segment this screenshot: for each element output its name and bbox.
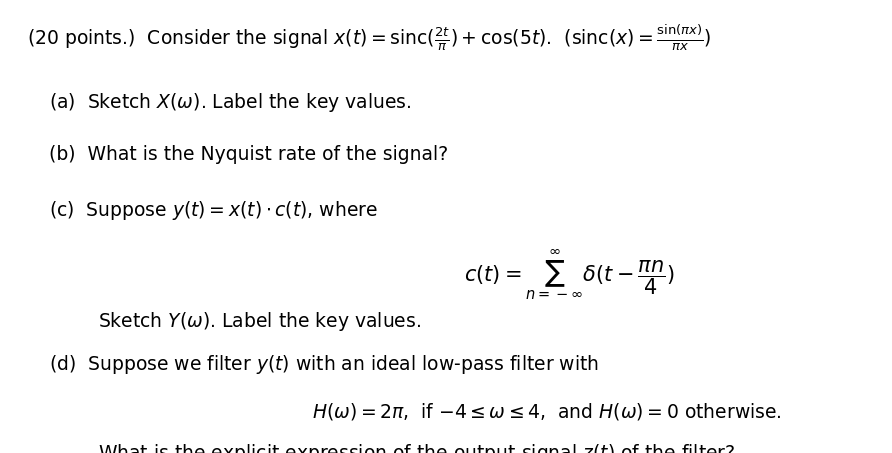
- Text: (20 points.)  Consider the signal $x(t) = \mathrm{sinc}(\frac{2t}{\pi}) + \cos(5: (20 points.) Consider the signal $x(t) =…: [27, 23, 712, 53]
- Text: Sketch $Y(\omega)$. Label the key values.: Sketch $Y(\omega)$. Label the key values…: [98, 310, 421, 333]
- Text: $H(\omega) = 2\pi$,  if $-4 \leq \omega \leq 4$,  and $H(\omega) = 0$ otherwise.: $H(\omega) = 2\pi$, if $-4 \leq \omega \…: [312, 401, 782, 422]
- Text: (a)  Sketch $X(\omega)$. Label the key values.: (a) Sketch $X(\omega)$. Label the key va…: [49, 91, 411, 114]
- Text: (c)  Suppose $y(t) = x(t) \cdot c(t)$, where: (c) Suppose $y(t) = x(t) \cdot c(t)$, wh…: [49, 199, 378, 222]
- Text: What is the explicit expression of the output signal $z(t)$ of the filter?: What is the explicit expression of the o…: [98, 442, 736, 453]
- Text: (b)  What is the Nyquist rate of the signal?: (b) What is the Nyquist rate of the sign…: [49, 145, 448, 164]
- Text: (d)  Suppose we filter $y(t)$ with an ideal low-pass filter with: (d) Suppose we filter $y(t)$ with an ide…: [49, 353, 599, 376]
- Text: $c(t) = \sum_{n=-\infty}^{\infty} \delta(t - \dfrac{\pi n}{4})$: $c(t) = \sum_{n=-\infty}^{\infty} \delta…: [464, 247, 674, 302]
